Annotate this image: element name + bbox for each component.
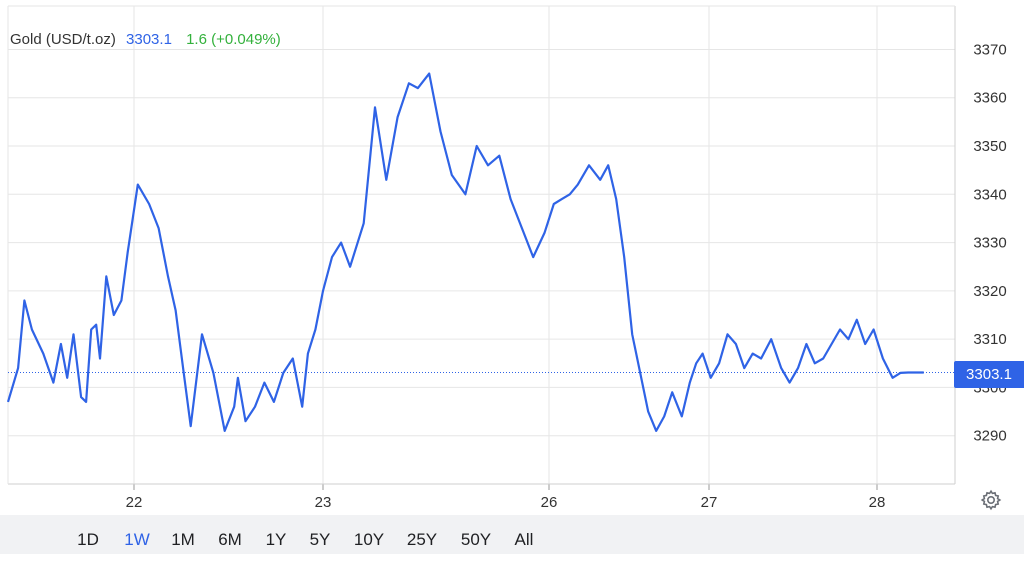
y-tick-label: 3320 — [973, 283, 1006, 300]
legend-instrument: Gold (USD/t.oz) — [10, 31, 116, 48]
range-button-5y[interactable]: 5Y — [309, 530, 331, 549]
axes — [7, 5, 956, 490]
x-tick-label: 23 — [315, 494, 332, 511]
y-tick-label: 3310 — [973, 331, 1006, 348]
y-tick-label: 3370 — [973, 41, 1006, 58]
range-button-10y[interactable]: 10Y — [353, 530, 385, 549]
y-tick-label: 3350 — [973, 138, 1006, 155]
grid-lines — [8, 6, 955, 484]
x-tick-label: 22 — [126, 494, 143, 511]
x-tick-label: 27 — [701, 494, 718, 511]
range-button-1w[interactable]: 1W — [124, 530, 150, 549]
range-button-all[interactable]: All — [514, 530, 534, 549]
range-button-6m[interactable]: 6M — [218, 530, 242, 549]
y-tick-label: 3340 — [973, 186, 1006, 203]
y-tick-label: 3360 — [973, 90, 1006, 107]
legend-change: 1.6 (+0.049%) — [186, 31, 281, 48]
range-button-50y[interactable]: 50Y — [460, 530, 492, 549]
y-tick-label: 3290 — [973, 428, 1006, 445]
series-line-gold — [6, 72, 924, 432]
gear-icon[interactable] — [979, 488, 1003, 512]
current-price-tag: 3303.1 — [954, 361, 1024, 388]
legend-last-price: 3303.1 — [126, 31, 172, 48]
range-button-1m[interactable]: 1M — [171, 530, 195, 549]
range-button-1y[interactable]: 1Y — [265, 530, 287, 549]
y-tick-label: 3330 — [973, 235, 1006, 252]
tick-labels: 3290330033103320333033403350336033702223… — [126, 41, 1007, 511]
x-tick-label: 26 — [541, 494, 558, 511]
x-tick-label: 28 — [869, 494, 886, 511]
chart-legend: Gold (USD/t.oz) 3303.1 1.6 (+0.049%) — [10, 31, 281, 49]
range-selector: 1D 1W 1M 6M 1Y 5Y 10Y 25Y 50Y All — [0, 515, 1024, 554]
range-button-25y[interactable]: 25Y — [406, 530, 438, 549]
range-button-1d[interactable]: 1D — [77, 530, 99, 549]
